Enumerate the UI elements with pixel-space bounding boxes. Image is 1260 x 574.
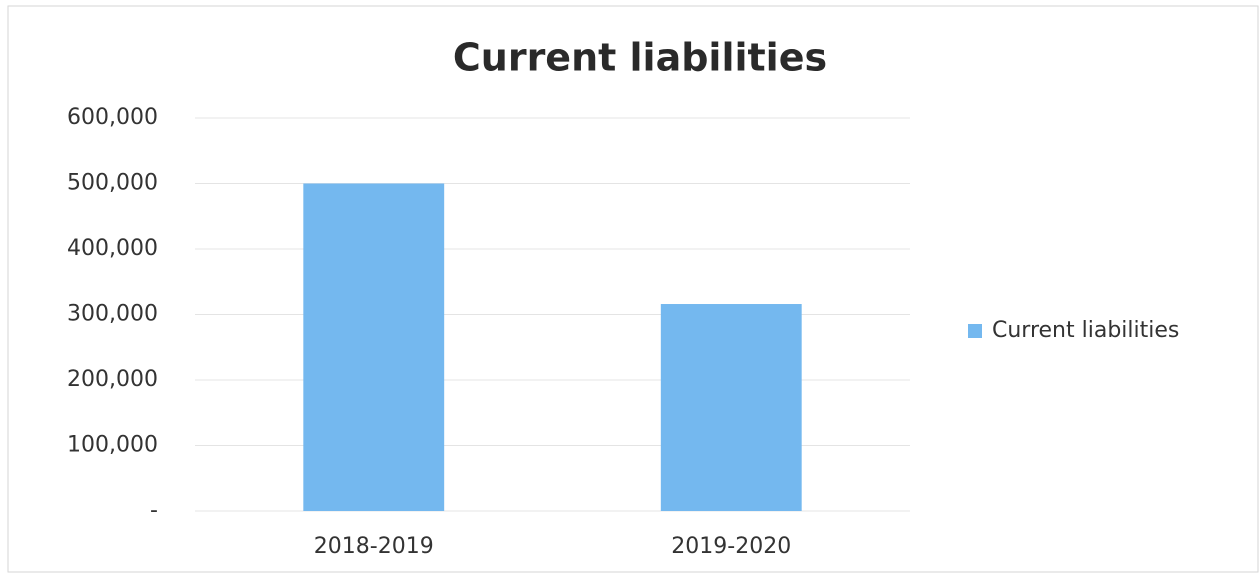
legend-swatch — [968, 324, 982, 338]
y-tick-label: 600,000 — [67, 105, 158, 130]
x-tick-label: 2019-2020 — [671, 534, 791, 559]
y-tick-label: 400,000 — [67, 236, 158, 261]
y-tick-label: 300,000 — [67, 302, 158, 327]
chart-title: Current liabilities — [453, 36, 827, 80]
y-tick-label: 200,000 — [67, 367, 158, 392]
y-tick-label: 100,000 — [67, 433, 158, 458]
y-tick-label: - — [150, 498, 158, 523]
bar — [660, 304, 802, 511]
bar — [303, 183, 445, 511]
legend-label: Current liabilities — [992, 318, 1179, 343]
x-tick-label: 2018-2019 — [314, 534, 434, 559]
chart-frame — [7, 5, 1259, 573]
y-tick-label: 500,000 — [67, 171, 158, 196]
